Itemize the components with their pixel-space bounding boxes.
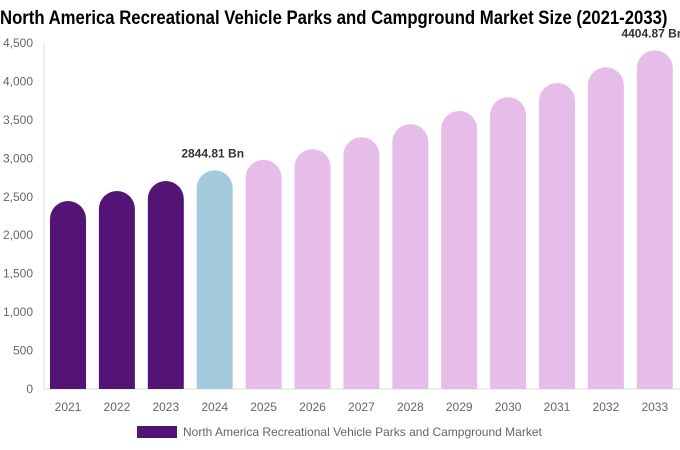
x-tick-label: 2028 [397,400,424,414]
x-tick-label: 2021 [55,400,82,414]
x-tick-label: 2033 [641,400,668,414]
y-tick-label: 1,500 [3,267,33,281]
y-tick-label: 0 [26,382,33,396]
bar-2027 [343,137,380,389]
data-label-2024: 2844.81 Bn [181,146,244,160]
x-tick-label: 2031 [544,400,571,414]
bar-2033 [636,50,673,389]
y-tick-label: 2,000 [3,228,33,242]
y-tick-label: 500 [13,344,33,358]
y-tick-label: 3,500 [3,113,33,127]
x-tick-label: 2023 [152,400,179,414]
legend-swatch [137,426,177,438]
bar-2026 [294,149,331,389]
x-tick-label: 2029 [446,400,473,414]
bar-2032 [587,67,624,389]
bar-2022 [98,191,135,389]
bar-2029 [441,111,478,389]
y-tick-label: 4,500 [3,36,33,50]
bar-2028 [392,124,429,389]
y-tick-label: 2,500 [3,190,33,204]
data-label-2033: 4404.87 Bn [621,26,680,40]
y-tick-label: 4,000 [3,74,33,88]
x-tick-label: 2026 [299,400,326,414]
y-tick-label: 3,000 [3,151,33,165]
bar-2023 [147,181,184,389]
x-tick-label: 2025 [250,400,277,414]
x-tick-label: 2030 [495,400,522,414]
bar-2031 [539,82,575,389]
y-tick-label: 1,000 [3,305,33,319]
legend: North America Recreational Vehicle Parks… [137,425,542,439]
bar-2021 [50,201,86,389]
x-tick-label: 2032 [593,400,620,414]
bar-2025 [245,159,282,389]
bar-2024 [196,170,233,389]
legend-label: North America Recreational Vehicle Parks… [183,425,542,439]
x-tick-label: 2027 [348,400,375,414]
x-tick-label: 2022 [104,400,131,414]
x-tick-label: 2024 [201,400,228,414]
bar-2030 [490,97,527,389]
chart-title: North America Recreational Vehicle Parks… [0,8,668,29]
